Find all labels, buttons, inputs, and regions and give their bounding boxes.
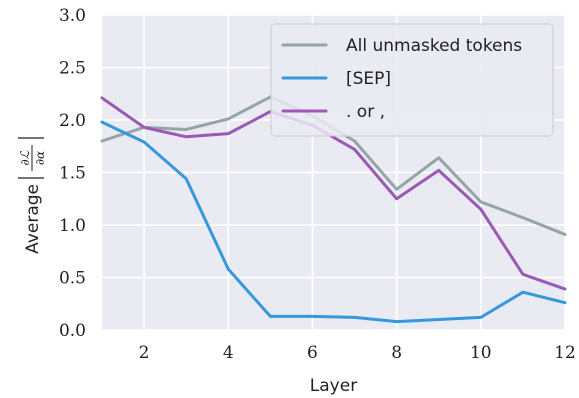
y-tick-label: 0.5 [59, 269, 86, 289]
y-axis-title-prefix: Average [23, 184, 43, 254]
x-tick-label: 12 [554, 343, 576, 363]
legend-items: All unmasked tokens [SEP] . or , [281, 36, 522, 122]
legend-label-2: . or , [346, 102, 385, 122]
series-line-2 [100, 96, 567, 291]
y-axis-title-denominator: ∂α [33, 151, 47, 165]
y-tick-label: 2.5 [59, 59, 86, 79]
legend-label-1: [SEP] [346, 69, 391, 89]
x-tick-label: 6 [307, 343, 318, 363]
y-tick-label: 3.0 [59, 6, 86, 26]
x-axis-title: Layer [310, 376, 357, 396]
y-tick-label: 2.0 [59, 111, 86, 131]
x-tick-label: 4 [223, 343, 234, 363]
x-tick-label: 10 [470, 343, 492, 363]
tick-labels: 2 4 6 8 10 12 0.0 0.5 1.0 1.5 2.0 2.5 3.0 [59, 6, 576, 363]
y-tick-label: 1.5 [59, 164, 86, 184]
series-line-1 [100, 120, 567, 324]
y-tick-label: 1.0 [59, 216, 86, 236]
y-axis-title: Average ∂ℒ ∂α [18, 137, 47, 254]
x-tick-label: 2 [139, 343, 150, 363]
y-axis-title-numerator: ∂ℒ [18, 150, 32, 165]
x-tick-label: 8 [391, 343, 402, 363]
y-tick-label: 0.0 [59, 321, 86, 341]
legend-label-0: All unmasked tokens [346, 36, 522, 56]
legend-box [270, 23, 554, 137]
legend: All unmasked tokens [SEP] . or , [270, 23, 554, 137]
